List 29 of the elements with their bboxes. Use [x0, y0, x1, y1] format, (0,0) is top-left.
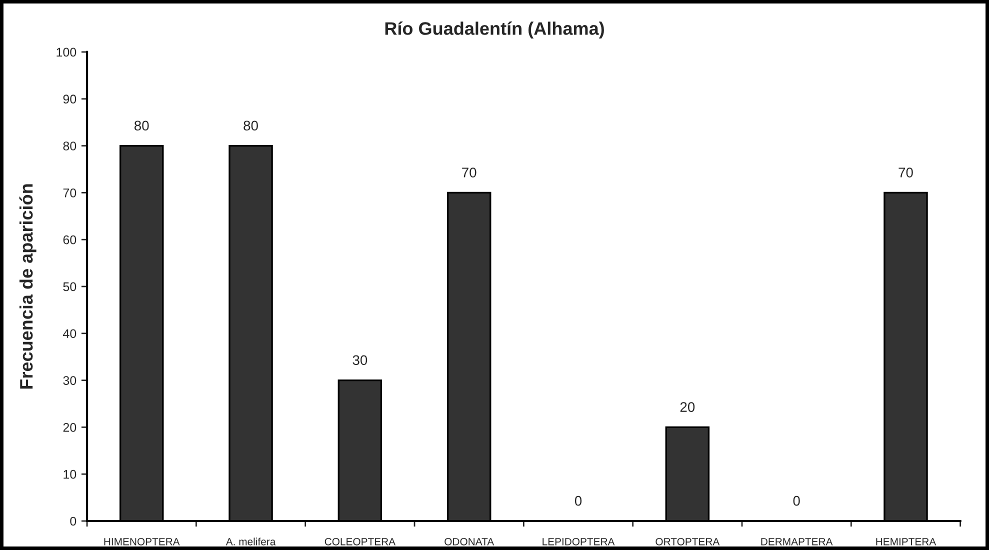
y-tick-label: 0 [70, 516, 76, 526]
x-tick-label: A. melifera [226, 538, 276, 546]
y-tick-label: 40 [63, 329, 76, 338]
data-label: 80 [244, 120, 258, 131]
y-tick-label: 60 [63, 235, 76, 244]
data-label: 0 [574, 496, 582, 506]
y-tick-label: 90 [63, 94, 76, 104]
y-tick-label: 70 [63, 188, 76, 198]
y-tick-label: 30 [63, 376, 76, 385]
x-tick-label: LEPIDOPTERA [542, 538, 615, 546]
data-label: 20 [680, 402, 695, 412]
data-label: 70 [898, 168, 913, 178]
y-axis-title: Frecuencia de aparición [19, 184, 36, 389]
data-label: 30 [352, 355, 368, 366]
chart-title: Río Guadalentín (Alhama) [385, 22, 604, 38]
y-tick-label: 20 [63, 423, 76, 432]
data-label: 80 [134, 120, 149, 131]
y-tick-label: 50 [63, 282, 76, 292]
y-tick-label: 100 [56, 48, 76, 57]
x-tick-label: HIMENOPTERA [104, 538, 180, 546]
data-label: 70 [462, 168, 476, 178]
x-tick-label: ORTOPTERA [656, 538, 720, 546]
y-tick-label: 10 [64, 470, 76, 479]
x-tick-label: HEMIPTERA [876, 538, 936, 546]
x-tick-label: ODONATA [444, 538, 494, 546]
data-label: 0 [793, 496, 800, 506]
x-tick-label: COLEOPTERA [324, 538, 396, 546]
x-tick-label: DERMAPTERA [761, 538, 833, 546]
y-tick-label: 80 [63, 142, 76, 150]
